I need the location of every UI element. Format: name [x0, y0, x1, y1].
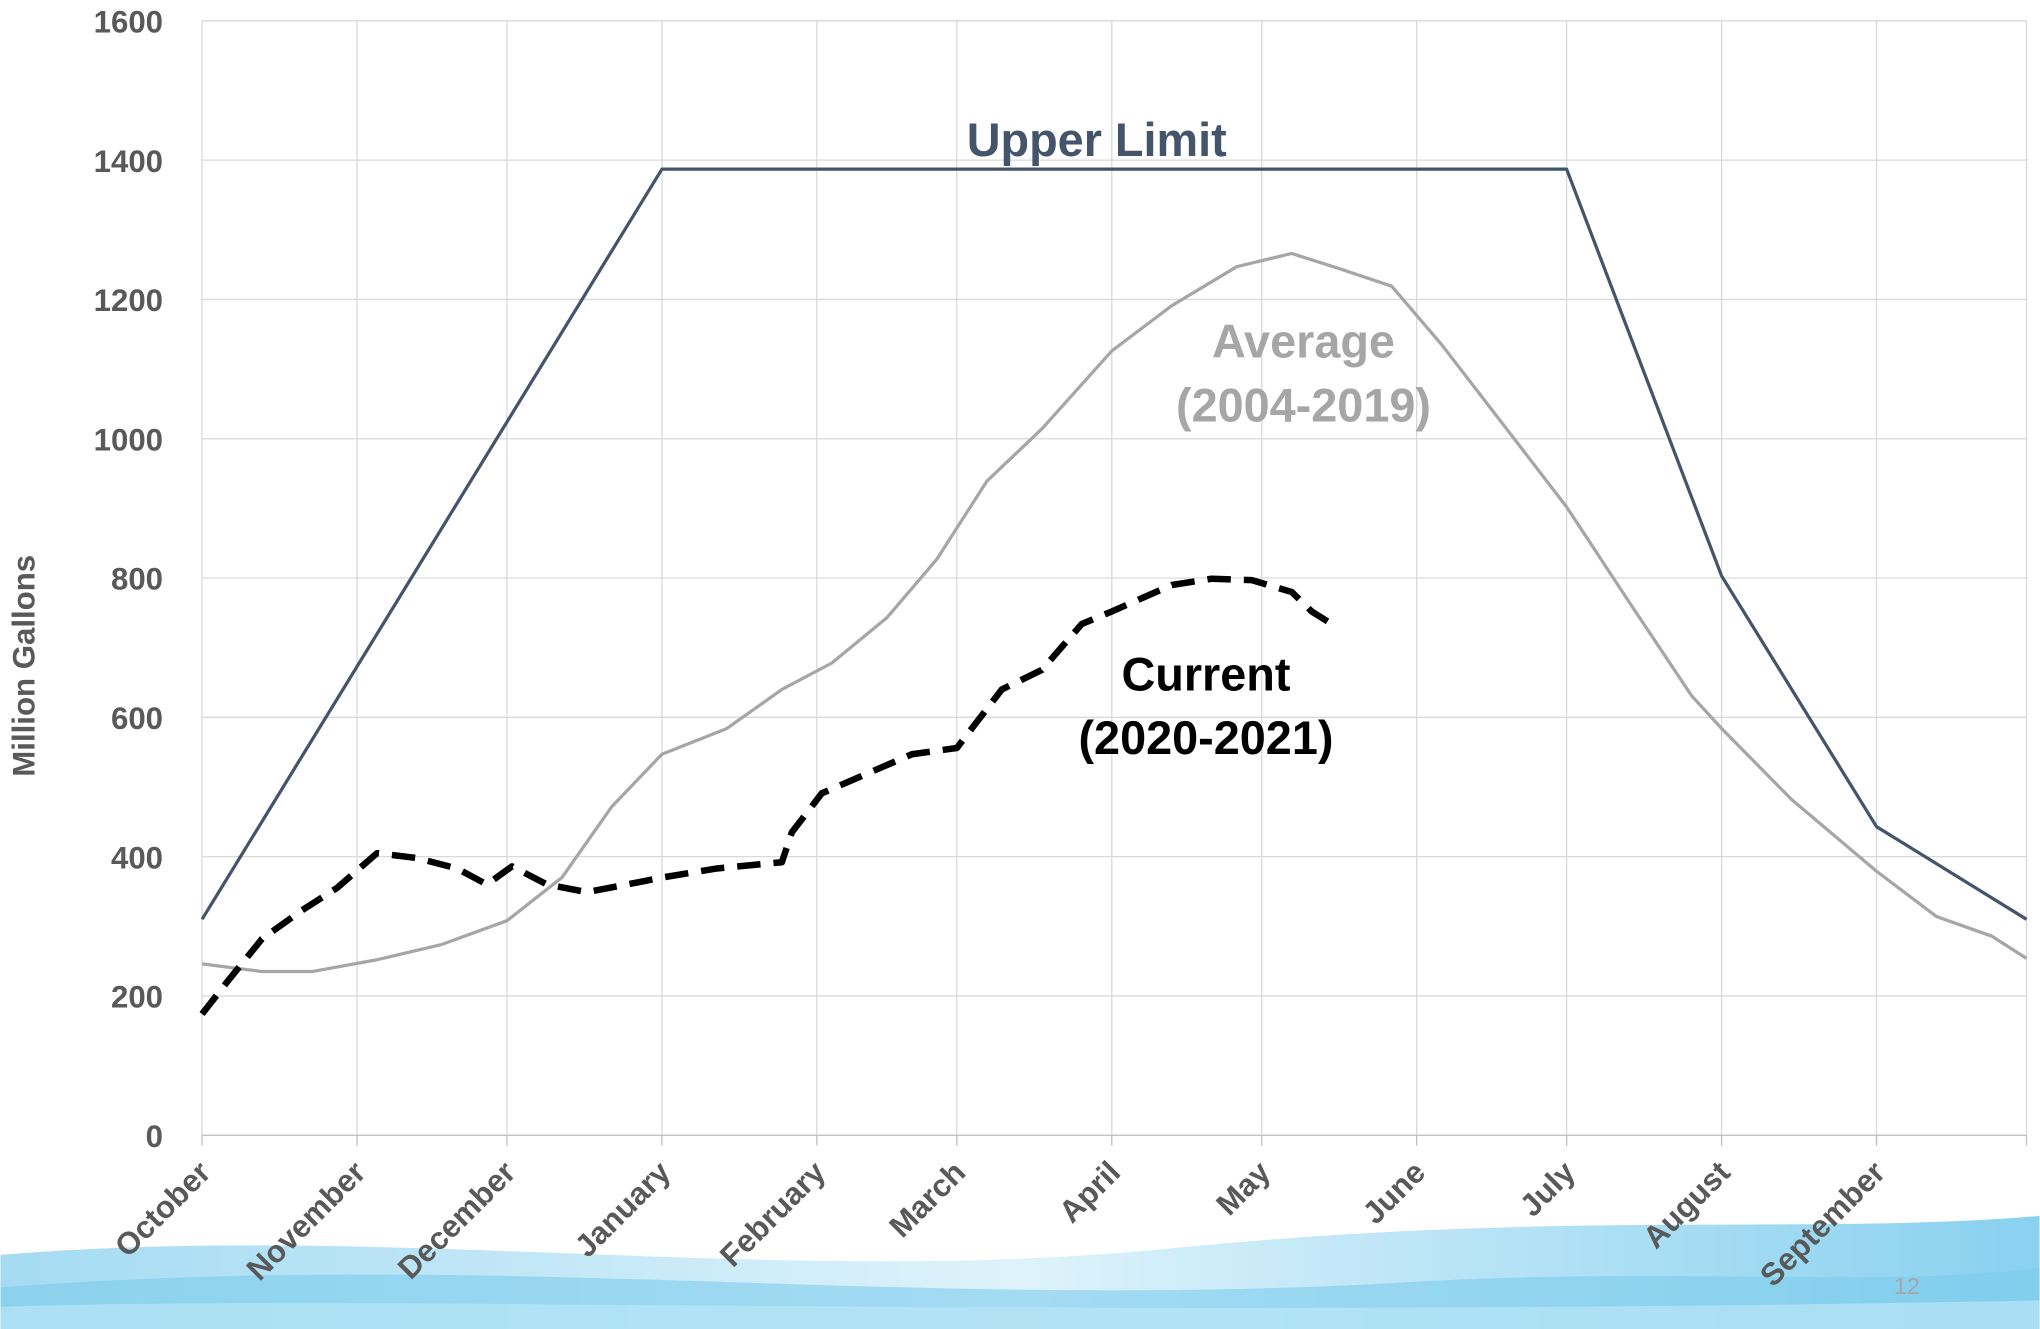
y-tick-label: 400 — [111, 840, 163, 875]
y-tick-label: 0 — [146, 1119, 163, 1154]
y-tick-label: 1000 — [94, 422, 163, 457]
y-tick-label: 1600 — [94, 5, 163, 40]
x-tick-label: April — [1052, 1154, 1127, 1229]
series-label: Average — [1212, 316, 1395, 368]
series-line — [201, 251, 2028, 974]
y-tick-label: 800 — [111, 562, 163, 597]
page-number: 12 — [1894, 1273, 1920, 1299]
y-tick-label: 600 — [111, 701, 163, 736]
y-tick-label: 200 — [111, 980, 163, 1015]
x-tick-label: January — [568, 1154, 678, 1264]
series-label: (2004-2019) — [1176, 379, 1431, 431]
y-axis-label: Million Gallons — [6, 555, 41, 777]
series-label: Upper Limit — [967, 114, 1227, 166]
series-line — [200, 167, 2028, 921]
wave-decoration — [0, 1215, 2040, 1329]
series-label: (2020-2021) — [1078, 712, 1333, 764]
y-tick-label: 1400 — [94, 144, 163, 179]
x-tick-label: May — [1209, 1154, 1277, 1222]
y-tick-label: 1200 — [94, 283, 163, 318]
x-tick-label: July — [1513, 1154, 1582, 1223]
x-tick-label: March — [882, 1154, 972, 1244]
x-tick-label: June — [1356, 1154, 1432, 1230]
series-label: Current — [1121, 649, 1290, 701]
series-line — [199, 575, 1334, 1017]
x-tick-label: February — [713, 1154, 833, 1274]
